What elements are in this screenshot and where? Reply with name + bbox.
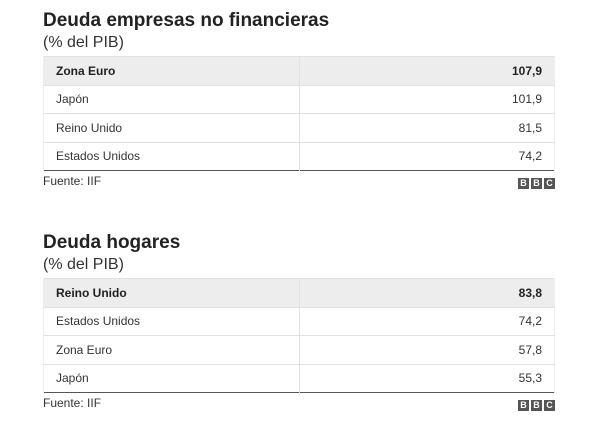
- row-label: Zona Euro: [43, 335, 299, 365]
- row-label: Reino Unido: [43, 113, 299, 143]
- data-table: Zona Euro 107,9 Japón 101,9 Reino Unido …: [43, 56, 555, 171]
- row-value: 81,5: [298, 113, 555, 143]
- chart-footer: Fuente: IIF B B C: [43, 174, 555, 192]
- source-note: Fuente: IIF: [43, 396, 102, 410]
- table-row: Japón 55,3: [43, 364, 555, 393]
- chart-block-hogares: Deuda hogares (% del PIB) Reino Unido 83…: [43, 232, 555, 414]
- row-label: Zona Euro: [43, 56, 299, 86]
- row-value: 74,2: [298, 142, 555, 171]
- chart-title: Deuda hogares: [43, 232, 181, 253]
- row-value: 74,2: [298, 307, 555, 336]
- chart-subtitle: (% del PIB): [43, 256, 124, 273]
- chart-block-empresas: Deuda empresas no financieras (% del PIB…: [43, 10, 555, 192]
- logo-letter: B: [531, 400, 542, 411]
- bbc-logo: B B C: [518, 400, 555, 411]
- source-note: Fuente: IIF: [43, 174, 102, 188]
- table-row: Reino Unido 81,5: [43, 113, 555, 143]
- table-row: Zona Euro 107,9: [43, 56, 555, 86]
- logo-letter: B: [531, 178, 542, 189]
- chart-title: Deuda empresas no financieras: [43, 10, 330, 31]
- chart-subtitle: (% del PIB): [43, 34, 124, 51]
- table-row: Estados Unidos 74,2: [43, 307, 555, 336]
- row-value: 101,9: [298, 85, 555, 114]
- row-value: 55,3: [298, 364, 555, 393]
- row-label: Japón: [43, 85, 299, 114]
- logo-letter: B: [518, 400, 529, 411]
- logo-letter: C: [544, 178, 555, 189]
- table-row: Estados Unidos 74,2: [43, 142, 555, 171]
- row-label: Japón: [43, 364, 299, 393]
- bbc-logo: B B C: [518, 178, 555, 189]
- row-value: 57,8: [298, 335, 555, 365]
- table-row: Reino Unido 83,8: [43, 278, 555, 308]
- logo-letter: B: [518, 178, 529, 189]
- table-row: Japón 101,9: [43, 85, 555, 114]
- chart-footer: Fuente: IIF B B C: [43, 396, 555, 414]
- data-table: Reino Unido 83,8 Estados Unidos 74,2 Zon…: [43, 278, 555, 393]
- row-value: 107,9: [298, 56, 555, 86]
- row-label: Estados Unidos: [43, 142, 299, 171]
- table-row: Zona Euro 57,8: [43, 335, 555, 365]
- row-label: Estados Unidos: [43, 307, 299, 336]
- row-label: Reino Unido: [43, 278, 299, 308]
- row-value: 83,8: [298, 278, 555, 308]
- logo-letter: C: [544, 400, 555, 411]
